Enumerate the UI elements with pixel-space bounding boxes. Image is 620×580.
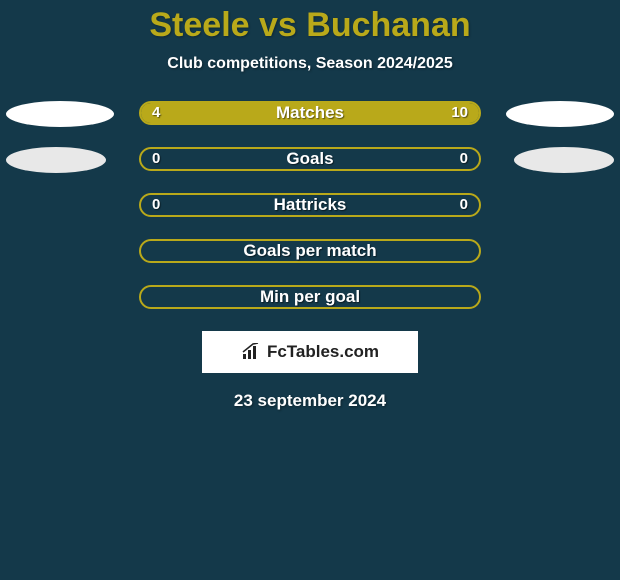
page-title: Steele vs Buchanan xyxy=(0,0,620,45)
comparison-infographic: Steele vs Buchanan Club competitions, Se… xyxy=(0,0,620,580)
bar-track xyxy=(139,193,481,217)
player-right-oval xyxy=(514,147,614,173)
player-left-oval xyxy=(6,147,106,173)
stats-area: Matches410 Goals00 Hattricks00 Goals per ma… xyxy=(0,101,620,311)
bar-fill-left xyxy=(141,103,238,123)
date-line: 23 september 2024 xyxy=(0,391,620,411)
bar-track xyxy=(139,285,481,309)
bar-track xyxy=(139,147,481,171)
branding-badge: FcTables.com xyxy=(202,331,418,373)
bar-track xyxy=(139,239,481,263)
player-right-oval xyxy=(506,101,614,127)
bar-fill-right xyxy=(238,103,479,123)
stat-row: Matches410 xyxy=(0,101,620,127)
branding-text: FcTables.com xyxy=(267,342,379,362)
player-left-oval xyxy=(6,101,114,127)
stat-row: Goals per match xyxy=(0,239,620,265)
stat-row: Hattricks00 xyxy=(0,193,620,219)
subtitle: Club competitions, Season 2024/2025 xyxy=(0,55,620,73)
stat-row: Goals00 xyxy=(0,147,620,173)
stat-row: Min per goal xyxy=(0,285,620,311)
bar-track xyxy=(139,101,481,125)
chart-bars-icon xyxy=(241,343,263,361)
